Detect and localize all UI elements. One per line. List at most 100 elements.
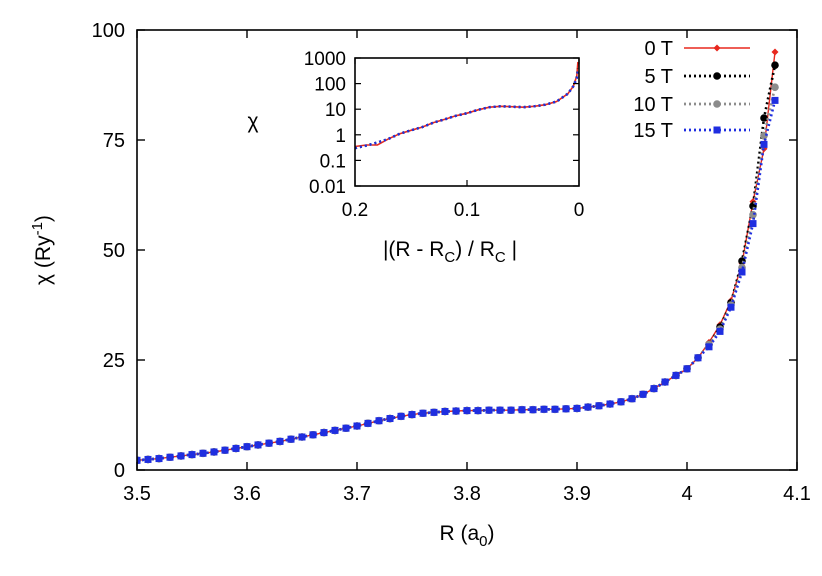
inset-background <box>355 58 579 186</box>
legend-label: 0 T <box>644 38 673 60</box>
data-point <box>188 451 196 459</box>
data-point <box>397 412 405 420</box>
data-point <box>419 409 427 417</box>
main-series-group <box>137 48 779 465</box>
data-point <box>276 437 284 445</box>
data-point <box>155 455 163 463</box>
data-point <box>386 415 394 423</box>
data-point <box>694 354 702 362</box>
data-point <box>760 114 768 122</box>
data-point <box>177 452 185 460</box>
data-point <box>232 444 240 452</box>
legend-marker <box>713 72 721 80</box>
data-point <box>738 268 746 276</box>
inset-plot: 0.2 0.1 0 0.01 0.1 1 10 100 1000 |(R - RC) / RC … <box>247 49 584 266</box>
data-point <box>463 407 471 415</box>
data-point <box>430 408 438 416</box>
data-point <box>243 443 251 451</box>
data-point <box>595 402 603 410</box>
x-tick-label: 3.6 <box>233 483 261 505</box>
data-point <box>441 407 449 415</box>
data-point <box>287 435 295 443</box>
y-tick-label: 50 <box>103 240 125 262</box>
data-point <box>199 449 207 457</box>
data-point <box>650 385 658 393</box>
main-y-axis-label: χ (Ry-1) <box>29 215 55 285</box>
data-point <box>705 343 713 351</box>
inset-y-tick-label: 1 <box>335 126 346 147</box>
legend-marker <box>713 100 721 108</box>
data-point <box>507 406 515 414</box>
data-point <box>298 433 306 441</box>
inset-series-group <box>355 61 579 150</box>
data-point <box>606 400 614 408</box>
data-point <box>320 429 328 437</box>
data-point <box>683 365 691 373</box>
data-point <box>716 327 724 335</box>
inset-x-tick-label: 0.1 <box>454 200 480 221</box>
legend-marker <box>713 126 721 134</box>
data-point <box>672 371 680 379</box>
data-point <box>210 448 218 456</box>
data-point <box>364 419 372 427</box>
y-tick-label: 0 <box>114 460 125 482</box>
x-tick-label: 4 <box>681 483 692 505</box>
data-point <box>452 407 460 415</box>
x-tick-label: 3.7 <box>343 483 371 505</box>
legend-label: 5 T <box>644 66 673 88</box>
data-point <box>331 426 339 434</box>
inset-x-tick-label: 0 <box>574 200 585 221</box>
y-tick-label: 100 <box>92 20 125 42</box>
data-point <box>540 405 548 413</box>
inset-y-tick-label: 1000 <box>304 49 346 70</box>
legend-item-5-t: 5 T <box>644 66 750 88</box>
data-point <box>137 456 141 464</box>
series-15-t <box>137 96 779 464</box>
x-tick-label: 3.8 <box>453 483 481 505</box>
data-point <box>529 406 537 414</box>
inset-x-axis-label: |(R - RC) / RC | <box>383 238 517 266</box>
data-point <box>749 211 757 219</box>
inset-y-tick-label: 100 <box>314 75 346 96</box>
data-point <box>562 405 570 413</box>
legend-label: 10 T <box>633 94 673 116</box>
legend-item-10-t: 10 T <box>633 94 750 116</box>
data-point <box>661 378 669 386</box>
inset-ticks: 0.2 0.1 0 0.01 0.1 1 10 100 1000 <box>304 49 585 221</box>
data-point <box>166 453 174 461</box>
series-line-15-t <box>137 100 777 462</box>
data-point <box>254 441 262 449</box>
data-point <box>749 220 757 228</box>
main-x-axis-label: R (a0) <box>439 522 494 550</box>
data-point <box>342 424 350 432</box>
data-point <box>551 405 559 413</box>
data-point <box>584 403 592 411</box>
data-point <box>353 422 361 430</box>
y-tick-label: 75 <box>103 130 125 152</box>
data-point <box>573 404 581 412</box>
x-tick-label: 4.1 <box>783 483 811 505</box>
data-point <box>265 439 273 447</box>
data-point <box>760 140 768 148</box>
data-point <box>727 303 735 311</box>
data-point <box>518 406 526 414</box>
data-point <box>771 61 779 69</box>
inset-series-line-0-t <box>355 61 579 148</box>
data-point <box>485 406 493 414</box>
data-point <box>474 407 482 415</box>
inset-x-tick-label: 0.2 <box>342 200 368 221</box>
data-point <box>408 411 416 419</box>
data-point <box>375 417 383 425</box>
legend-label: 15 T <box>633 120 673 142</box>
inset-y-tick-label: 0.01 <box>309 177 346 198</box>
x-tick-label: 3.5 <box>123 483 151 505</box>
data-point <box>309 431 317 439</box>
legend-item-15-t: 15 T <box>633 120 750 142</box>
x-tick-label: 3.9 <box>563 483 591 505</box>
data-point <box>639 390 647 398</box>
inset-y-tick-label: 0.1 <box>320 151 346 172</box>
data-point <box>771 83 779 91</box>
